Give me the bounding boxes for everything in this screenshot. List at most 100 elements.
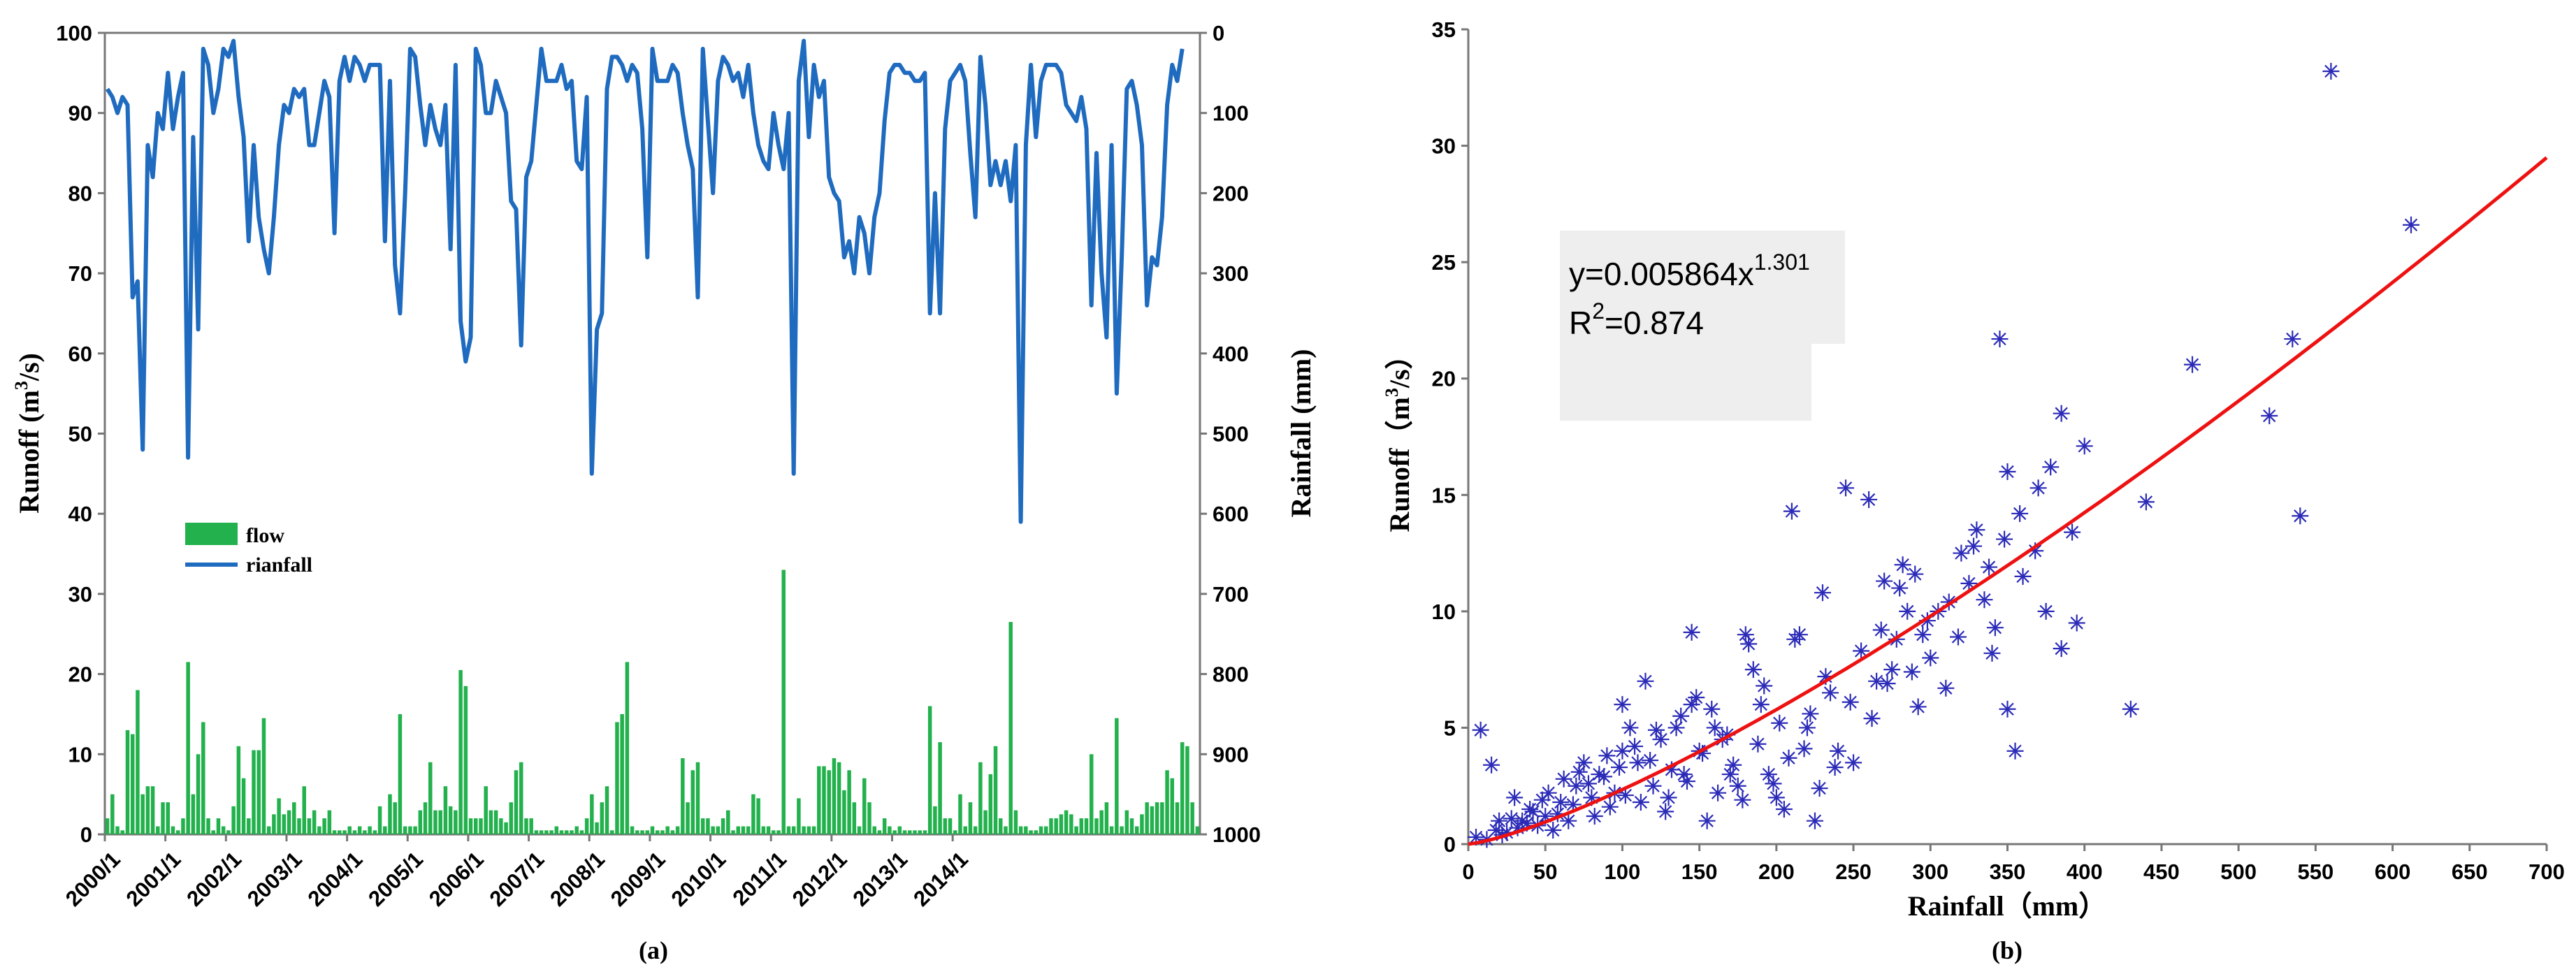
flow-bar [711,826,715,834]
scatter-point [1544,822,1562,839]
flow-bar [534,830,539,834]
flow-bar [181,818,185,834]
scatter-point [1601,798,1619,815]
flow-bar [448,806,453,834]
y-tick-label: 10 [1432,600,1456,624]
x-tick-label: 600 [2375,860,2411,884]
y-tick-label: 15 [1432,483,1456,507]
scatter-point [1868,672,1886,690]
scatter-point [2137,493,2155,511]
scatter-point [1767,789,1785,806]
panel-b-fit-curve [1468,156,2548,846]
scatter-point [1937,679,1955,697]
scatter-point [1780,749,1797,767]
flow-bar [438,810,442,834]
x-tick-label: 0 [1462,860,1474,884]
right-y-tick-label: 700 [1213,582,1249,607]
flow-bar [201,722,205,834]
flow-bar [418,810,423,834]
legend-rainfall-label: rianfall [246,553,312,576]
scatter-point [1560,812,1577,829]
scatter-point [1632,794,1649,811]
flow-bar [1195,826,1200,834]
x-tick-label: 450 [2143,860,2180,884]
flow-bar [1004,826,1008,834]
right-y-tick-label: 0 [1213,21,1224,45]
scatter-point [1899,602,1916,620]
flow-bar [443,786,448,834]
flow-bar [125,730,130,834]
flow-bar [287,810,291,834]
scatter-point [2006,742,2024,760]
flow-bar [1099,810,1104,834]
flow-bar [454,810,458,834]
scatter-point [1879,675,1896,692]
flow-bar [519,762,523,834]
panel-b-y-ticks: 0 5 10 15 20 25 30 35 [1432,17,1468,857]
flow-bar [1165,770,1169,834]
y-tick-label: 5 [1444,716,1456,740]
x-tick-label: 300 [1912,860,1948,884]
flow-bar [428,762,433,834]
scatter-point [1626,738,1644,755]
scatter-point [1981,558,1998,576]
flow-bar [256,750,261,834]
scatter-point [1672,707,1690,725]
flow-bar [615,722,619,834]
flow-bar [579,830,584,834]
flow-bar [277,798,281,834]
scatter-point [1795,740,1813,757]
scatter-point [1595,768,1612,785]
panel-b-scatter-points [1468,62,2420,848]
scatter-point [1814,584,1831,602]
scatter-point [1725,756,1742,774]
x-tick-label: 150 [1681,860,1718,884]
flow-bar [1124,810,1129,834]
x-tick-label: 700 [2528,860,2565,884]
flow-bar [1175,802,1180,834]
flow-bar [746,826,751,834]
right-y-tick-label: 200 [1213,181,1249,205]
flow-bar [892,830,897,834]
scatter-point [1853,642,1870,660]
flow-bar [832,758,837,834]
scatter-point [2053,640,2070,658]
flow-bar [221,826,226,834]
scatter-point [1552,794,1570,811]
panel-b: 0 5 10 15 20 25 30 35 0 50 100 150 200 250 300 350 400 4… [1382,17,2565,964]
left-y-tick-label: 40 [68,502,92,526]
scatter-point [1837,479,1855,497]
flow-bar [347,826,352,834]
flow-bar [479,818,483,834]
flow-bar [761,826,766,834]
scatter-point [1760,766,1777,783]
flow-bar [872,826,876,834]
scatter-point [1953,544,1970,562]
flow-bar [539,830,544,834]
flow-bar [529,818,533,834]
scatter-point [1991,331,2009,348]
scatter-point [1876,572,1893,590]
y-tick-label: 25 [1432,250,1456,275]
flow-bar [493,810,498,834]
scatter-point [1579,775,1597,792]
flow-bar [640,830,644,834]
flow-bar [690,770,695,834]
flow-bar [554,826,559,834]
flow-bar [216,818,221,834]
flow-bar [938,742,942,834]
right-y-tick-label: 900 [1213,742,1249,767]
flow-bar [1104,802,1109,834]
flow-bar [297,818,301,834]
flow-bar [584,818,589,834]
flow-bar [570,830,574,834]
flow-bar [105,818,110,834]
flow-bar [196,754,201,834]
scatter-point [2064,523,2081,541]
x-tick-label: 550 [2297,860,2333,884]
flow-bar [226,830,231,834]
scatter-point [2011,505,2029,522]
flow-bar [372,830,377,834]
flow-bar [403,826,407,834]
scatter-point [1629,754,1647,771]
